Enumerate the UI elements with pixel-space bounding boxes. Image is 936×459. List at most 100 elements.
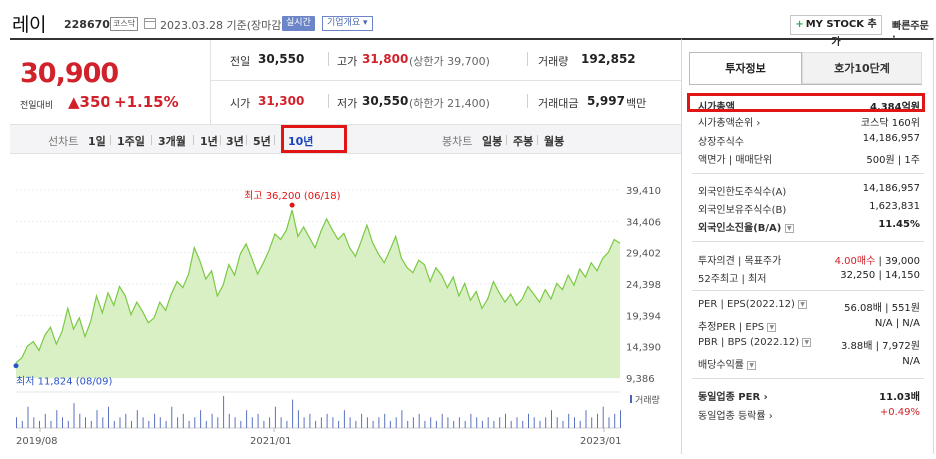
- info-value: N/A: [902, 356, 920, 367]
- volume-bar: [188, 420, 190, 428]
- volume-bar: [56, 410, 58, 428]
- candle-chart-label: 봉차트: [442, 135, 473, 148]
- volume-bar: [470, 413, 472, 428]
- price-line: [15, 209, 621, 364]
- volume-bar: [131, 420, 132, 428]
- info-row-pbr-bps: PBR | BPS (2022.12) ▼ 3.88배 | 7,972원: [698, 337, 920, 352]
- volume-bar: [16, 417, 17, 428]
- divider: [193, 135, 194, 145]
- volume-bar: [435, 420, 437, 428]
- highlight-10y: [281, 125, 347, 153]
- info-key: 52주최고 | 최저: [698, 274, 767, 285]
- volume-bar: [481, 420, 483, 428]
- divider: [506, 135, 507, 145]
- candle-daily[interactable]: 일봉: [482, 135, 503, 148]
- volume-bar: [545, 417, 547, 428]
- volume-bar: [320, 417, 322, 428]
- info-value: 56.08배 | 551원: [844, 303, 920, 314]
- volume-bar: [591, 417, 593, 428]
- volume-bar: [205, 420, 207, 428]
- volume-bar: [96, 410, 98, 428]
- trade-amount-label: 거래대금: [538, 97, 579, 110]
- period-1d[interactable]: 1일: [88, 135, 106, 148]
- volume-bar: [384, 413, 386, 428]
- info-row-sector-change[interactable]: 동일업종 등락률 › +0.49%: [698, 407, 920, 422]
- volume-bar: [280, 417, 282, 428]
- volume-bar: [528, 413, 529, 428]
- current-price-panel: 30,900 전일대비 ▲350 +1.15%: [10, 40, 210, 122]
- info-row-market-cap-rank[interactable]: 시가총액순위 › 코스닥 160위: [698, 114, 920, 129]
- period-3m[interactable]: 3개월: [158, 135, 186, 148]
- info-key-label: 추정PER | EPS: [698, 322, 765, 333]
- info-value: 4.00매수 | 39,000: [835, 252, 920, 267]
- company-overview-button[interactable]: 기업개요 ▾: [322, 16, 373, 31]
- volume-bar: [211, 413, 213, 428]
- volume-bar: [286, 420, 288, 428]
- low-label: 저가: [337, 97, 358, 110]
- volume-bar: [251, 417, 253, 428]
- diff-label: 전일대비: [20, 101, 54, 111]
- info-key: 시가총액순위 ›: [698, 118, 761, 129]
- min-price-marker: [13, 363, 19, 369]
- info-row-sector-per[interactable]: 동일업종 PER › 11.03배: [698, 388, 920, 403]
- divider: [328, 94, 329, 108]
- info-value: 11.45%: [878, 219, 920, 230]
- high-label: 고가: [337, 55, 358, 68]
- quick-order-button[interactable]: 빠른주문 ·: [892, 21, 929, 43]
- period-1y[interactable]: 1년: [200, 135, 218, 148]
- volume-bar: [510, 420, 512, 428]
- prev-close-value: 30,550: [258, 52, 305, 66]
- info-key: 외국인보유주식수(B): [698, 205, 787, 216]
- volume-bar: [602, 406, 604, 428]
- info-row-dividend: 배당수익률 ▼ N/A: [698, 356, 920, 371]
- volume-bar: [315, 420, 317, 428]
- volume-bar: [562, 420, 564, 428]
- open-value: 31,300: [258, 94, 305, 108]
- open-label: 시가: [230, 97, 251, 110]
- volume-bar: [73, 403, 75, 428]
- volume-bar: [418, 413, 420, 428]
- line-chart-label: 선차트: [48, 135, 79, 148]
- divider: [110, 135, 111, 145]
- help-icon[interactable]: ▼: [798, 299, 808, 309]
- volume-bar: [79, 413, 81, 428]
- help-icon[interactable]: ▼: [767, 322, 777, 332]
- info-key-label: 외국인소진율(B/A): [698, 223, 782, 234]
- info-key: 액면가 | 매매단위: [698, 155, 773, 166]
- period-5y[interactable]: 5년: [253, 135, 271, 148]
- calendar-icon: [144, 18, 156, 29]
- volume-bar: [378, 417, 380, 428]
- volume-bar: [223, 396, 225, 428]
- tab-investment-info[interactable]: 투자정보: [689, 52, 802, 84]
- volume-bar: [585, 410, 587, 428]
- help-icon[interactable]: ▼: [784, 223, 794, 233]
- candle-monthly[interactable]: 월봉: [544, 135, 565, 148]
- my-stock-label: MY STOCK 추가: [805, 19, 877, 48]
- volume-bar: [142, 417, 144, 428]
- info-key: 시가총액: [698, 102, 735, 113]
- volume-bar: [389, 420, 391, 428]
- current-price: 30,900: [20, 58, 119, 89]
- volume-bar: [200, 410, 202, 428]
- volume-bar: [165, 420, 167, 428]
- my-stock-add-button[interactable]: + MY STOCK 추가: [790, 15, 882, 48]
- info-key: 외국인한도주식수(A): [698, 187, 787, 198]
- tab-order-book-10[interactable]: 호가10단계: [802, 52, 922, 84]
- volume-bar: [401, 410, 403, 428]
- trade-amount-value: 5,997: [587, 94, 625, 108]
- help-icon[interactable]: ▼: [802, 337, 812, 347]
- period-1w[interactable]: 1주일: [117, 135, 145, 148]
- volume-bar: [27, 406, 29, 428]
- volume-bar: [343, 410, 345, 428]
- realtime-button[interactable]: 실시간: [282, 16, 315, 31]
- y-tick-label: 34,406: [626, 217, 661, 228]
- info-value: 11.03배: [879, 392, 920, 403]
- candle-weekly[interactable]: 주봉: [513, 135, 534, 148]
- period-3y[interactable]: 3년: [226, 135, 244, 148]
- volume-bar: [159, 417, 161, 428]
- help-icon[interactable]: ▼: [747, 360, 757, 370]
- info-key: 투자의견 | 목표주가: [698, 256, 782, 267]
- volume-bar: [50, 420, 52, 428]
- period-10y[interactable]: 10년: [288, 135, 314, 148]
- x-tick-label: 2023/01: [580, 436, 622, 447]
